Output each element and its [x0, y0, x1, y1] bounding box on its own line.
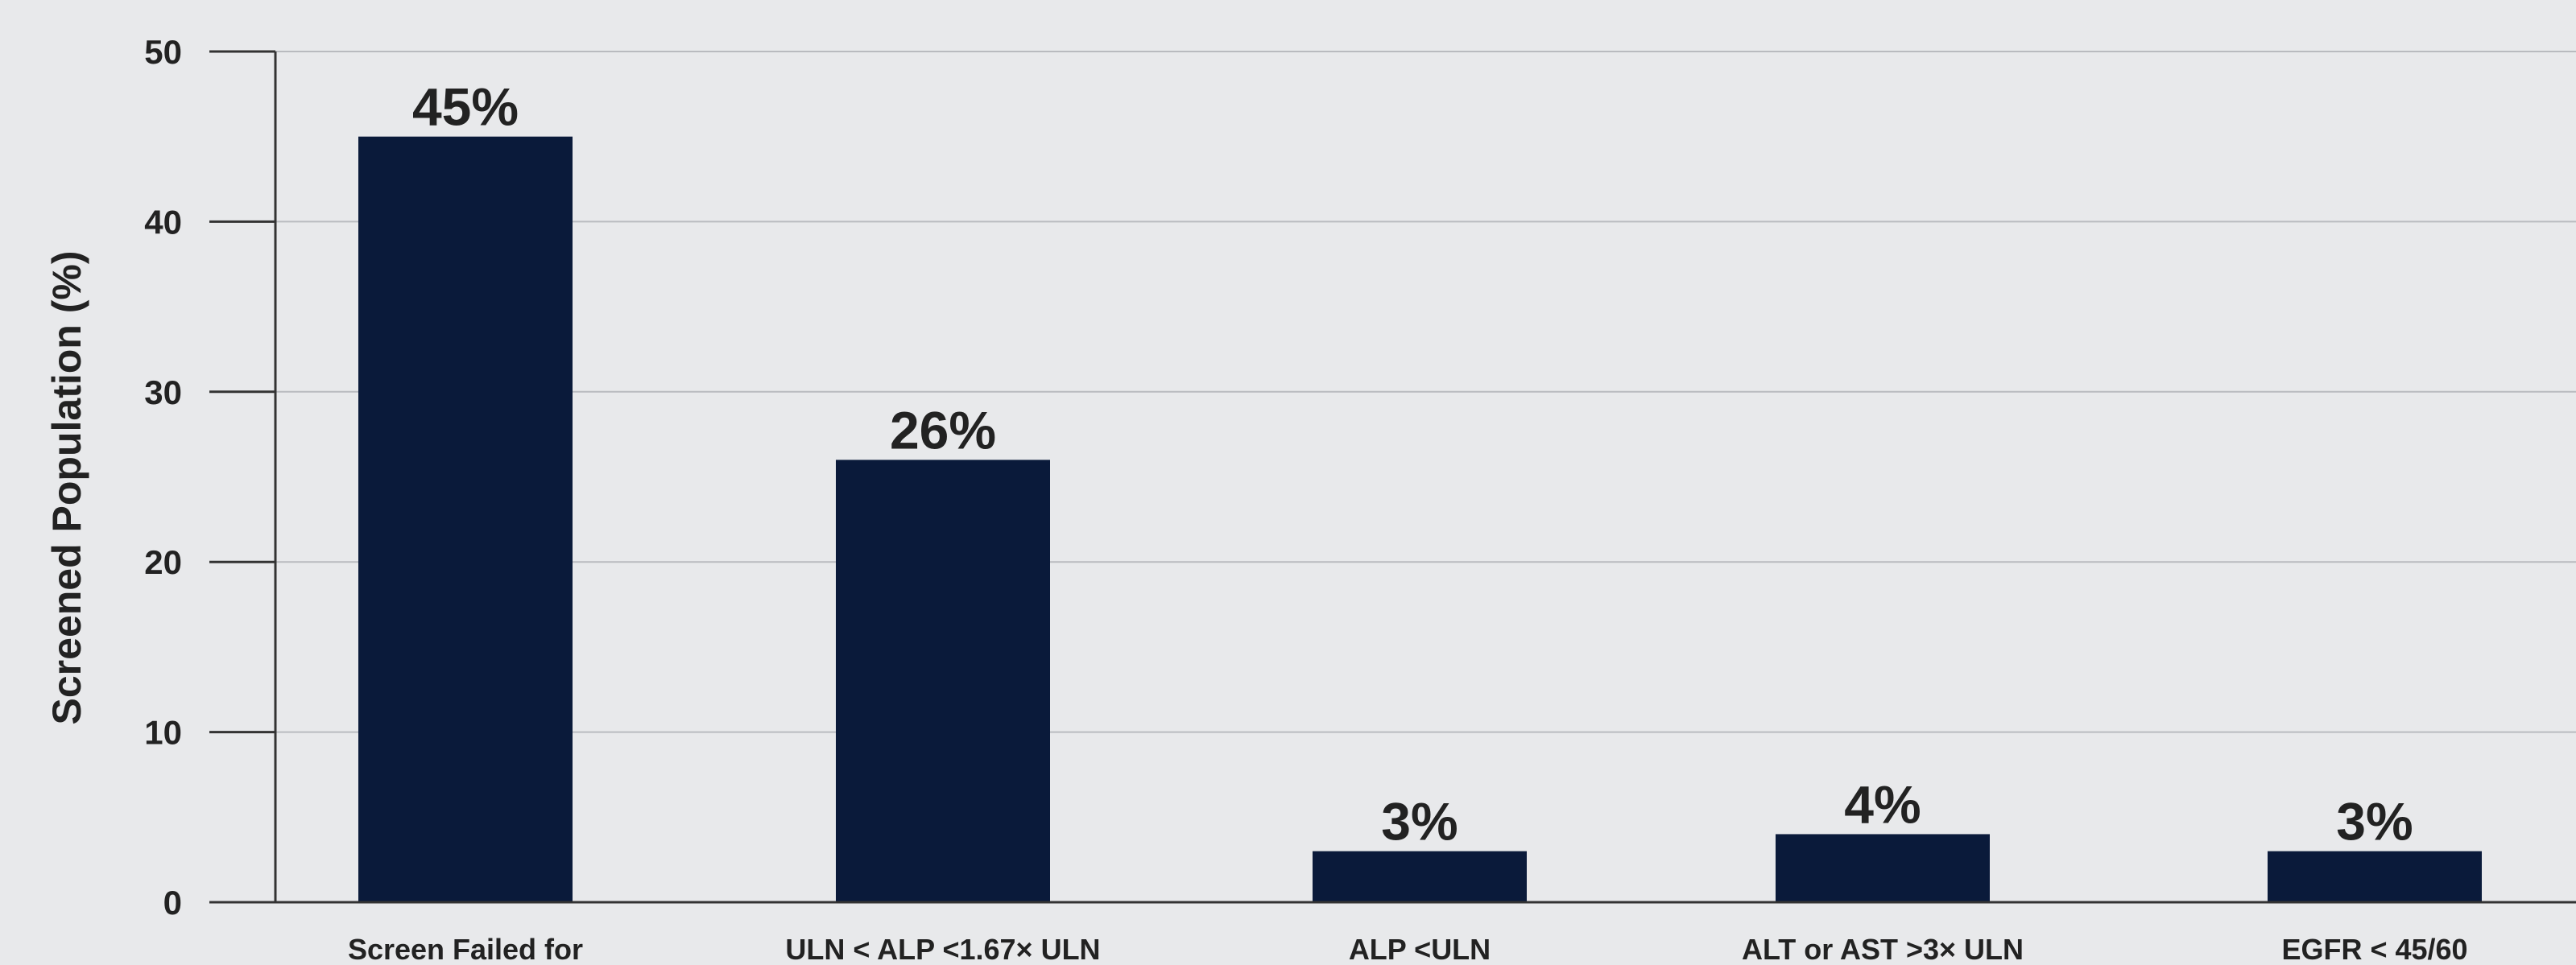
category-label: EGFR < 45/60 — [2281, 933, 2467, 965]
category-label: ULN < ALP <1.67× ULN — [785, 933, 1100, 965]
bar-data-label: 26% — [890, 400, 996, 460]
category-label: Screen Failed for — [348, 933, 583, 965]
bars — [358, 136, 2482, 902]
y-tick-label: 50 — [144, 33, 182, 71]
y-tick-label: 40 — [144, 203, 182, 241]
bar — [836, 460, 1050, 902]
gridlines — [275, 51, 2576, 733]
bar-data-label: 4% — [1844, 774, 1921, 834]
bar-data-label: 3% — [1381, 792, 1458, 852]
bar — [1776, 834, 1990, 902]
bar-data-label: 3% — [2336, 792, 2413, 852]
labels: 0 10 20 30 40 50 45% Screen Failed for 26% ULN < … — [144, 33, 2467, 965]
y-tick-label: 20 — [144, 543, 182, 581]
axes — [209, 50, 2576, 904]
bar-data-label: 45% — [412, 77, 519, 137]
bar — [1313, 851, 1527, 902]
category-label: ALP <ULN — [1349, 933, 1491, 965]
bar — [2268, 851, 2482, 902]
bar — [358, 136, 573, 902]
y-tick-label: 10 — [144, 714, 182, 752]
category-label: ALT or AST >3× ULN — [1742, 933, 2024, 965]
y-tick-label: 30 — [144, 373, 182, 411]
y-tick-label: 0 — [163, 884, 182, 922]
y-axis-label: Screened Population (%) — [44, 251, 89, 725]
